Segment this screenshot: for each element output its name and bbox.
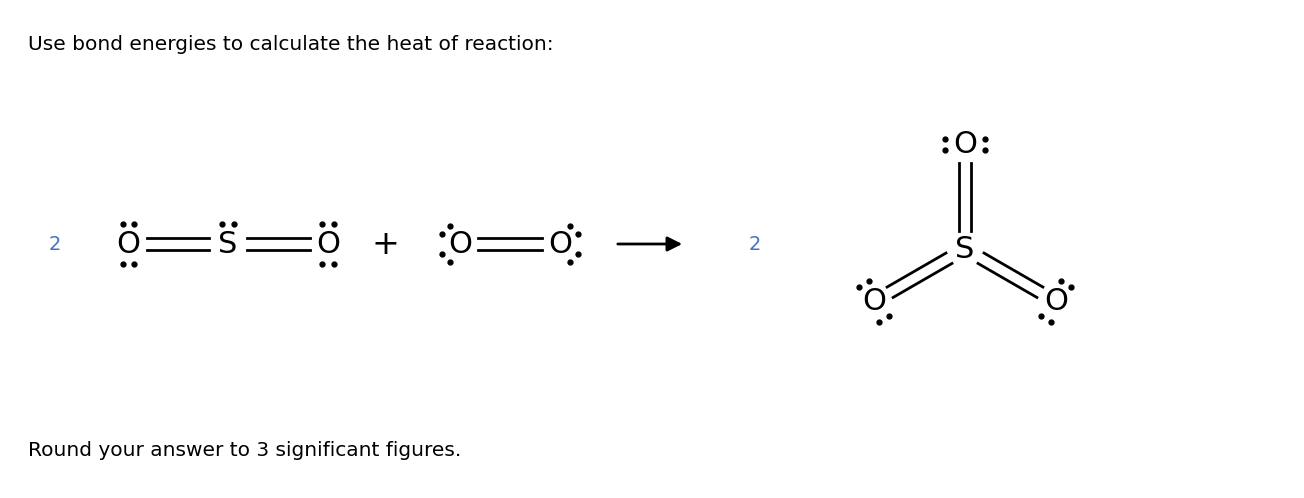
Text: Round your answer to 3 significant figures.: Round your answer to 3 significant figur… (27, 441, 462, 460)
Text: O: O (548, 230, 572, 258)
Text: O: O (862, 287, 885, 316)
Text: O: O (116, 230, 140, 258)
Text: O: O (953, 129, 977, 158)
Text: O: O (1045, 287, 1068, 316)
Text: S: S (956, 235, 974, 263)
Text: 2: 2 (748, 235, 762, 253)
Text: +: + (372, 228, 399, 260)
Text: Use bond energies to calculate the heat of reaction:: Use bond energies to calculate the heat … (27, 35, 554, 54)
Text: O: O (316, 230, 340, 258)
Text: O: O (449, 230, 472, 258)
Text: S: S (218, 230, 237, 258)
Text: 2: 2 (48, 235, 61, 253)
